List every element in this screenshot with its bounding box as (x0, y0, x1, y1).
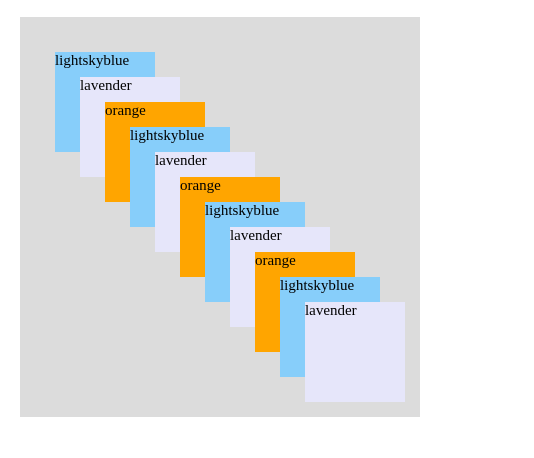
color-box-label: lightskyblue (280, 278, 355, 294)
color-box-label: orange (255, 253, 296, 269)
color-box-label: lavender (230, 228, 282, 244)
color-box-label: orange (180, 178, 221, 194)
color-box-label: lightskyblue (55, 53, 130, 69)
color-box-label: orange (105, 103, 146, 119)
color-box-label: lavender (305, 303, 357, 319)
color-box-label: lavender (80, 78, 132, 94)
color-box-11: lavender (305, 302, 405, 402)
color-box-label: lightskyblue (130, 128, 205, 144)
color-box-label: lavender (155, 153, 207, 169)
color-box-label: lightskyblue (205, 203, 280, 219)
stacked-boxes-stage: lightskyblue lavender orange lightskyblu… (20, 17, 420, 417)
